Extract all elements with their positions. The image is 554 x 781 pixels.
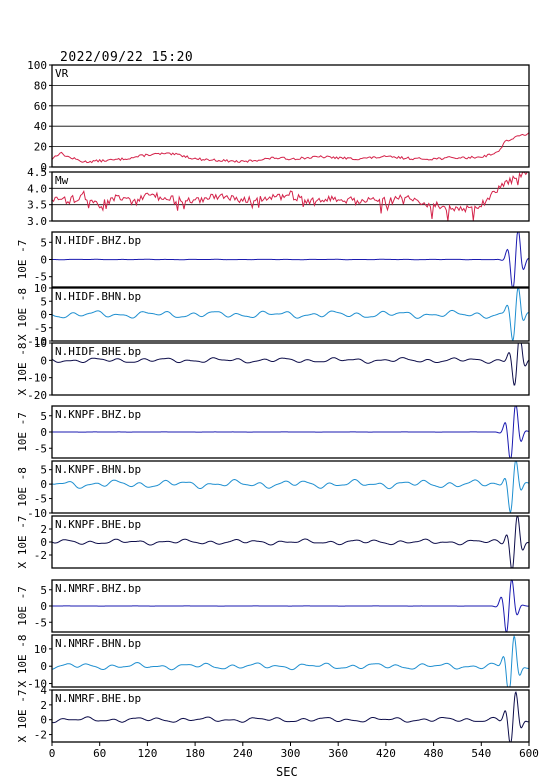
y-tick-label: 0 xyxy=(40,309,47,322)
x-tick-label: 300 xyxy=(281,747,301,760)
x-tick-label: 600 xyxy=(519,747,539,760)
x-tick-label: 240 xyxy=(233,747,253,760)
x-tick-label: 540 xyxy=(471,747,491,760)
y-tick-label: 0 xyxy=(40,354,47,367)
y-tick-label: 0 xyxy=(40,161,47,174)
panel-frame xyxy=(51,342,530,396)
x-axis-label: SEC xyxy=(276,765,298,779)
y-tick-label: 0 xyxy=(40,478,47,491)
x-tick-label: 420 xyxy=(376,747,396,760)
trace-line-n-nmrf-bhe-bp xyxy=(51,690,529,743)
x-tick-label: 60 xyxy=(93,747,106,760)
panel-label: N.NMRF.BHZ.bp xyxy=(55,582,141,595)
y-tick-label: 0 xyxy=(40,660,47,673)
y-tick-label: -10 xyxy=(27,678,47,691)
y-axis-label: X 10E -7 xyxy=(16,516,29,569)
panel-frame xyxy=(51,231,530,288)
y-axis-label: 10E -7 xyxy=(16,412,29,452)
trace-line-n-nmrf-bhz-bp xyxy=(52,579,529,633)
y-tick-label: 2 xyxy=(40,523,47,536)
panel-frame xyxy=(51,171,530,222)
y-axis-label: X 10E -8 xyxy=(16,288,29,341)
y-tick-label: -10 xyxy=(27,335,47,348)
panel-label: VR xyxy=(55,67,69,80)
panel-frame xyxy=(51,634,530,688)
panel-frame xyxy=(51,287,530,342)
y-axis-label: 10E -7 xyxy=(16,240,29,280)
x-tick-label: 0 xyxy=(49,747,56,760)
y-tick-label: 10 xyxy=(34,282,47,295)
y-tick-label: 0 xyxy=(40,536,47,549)
x-tick-label: 180 xyxy=(185,747,205,760)
y-tick-label: 20 xyxy=(34,141,47,154)
y-tick-label: 5 xyxy=(40,236,47,249)
y-tick-label: 0 xyxy=(40,254,47,267)
y-tick-label: 5 xyxy=(40,295,47,308)
panel-label: N.KNPF.BHZ.bp xyxy=(55,408,141,421)
panel-label: N.HIDF.BHN.bp xyxy=(55,290,141,303)
y-tick-label: 0 xyxy=(40,714,47,727)
y-tick-label: 3.5 xyxy=(27,199,47,212)
y-tick-label: 5 xyxy=(40,410,47,423)
y-tick-label: 40 xyxy=(34,120,47,133)
panel-frame xyxy=(51,405,530,459)
y-tick-label: 60 xyxy=(34,100,47,113)
y-tick-label: 4 xyxy=(40,684,47,697)
y-tick-label: -2 xyxy=(34,549,47,562)
y-tick-label: -5 xyxy=(34,616,47,629)
y-tick-label: 3.0 xyxy=(27,215,47,228)
header-timestamp: 2022/09/22 15:20 xyxy=(60,50,194,65)
panel-label: N.NMRF.BHE.bp xyxy=(55,692,141,705)
panel-label: N.HIDF.BHZ.bp xyxy=(55,234,141,247)
y-tick-label: 10 xyxy=(34,337,47,350)
trace-line-n-hidf-bhn-bp xyxy=(51,287,530,342)
y-tick-label: 0 xyxy=(40,600,47,613)
y-tick-label: 80 xyxy=(34,79,47,92)
x-tick-label: 480 xyxy=(424,747,444,760)
panel-label: N.KNPF.BHE.bp xyxy=(55,518,141,531)
y-tick-label: -20 xyxy=(27,389,47,402)
y-axis-label: 10E -8 xyxy=(16,467,29,507)
panel-frame xyxy=(51,460,530,514)
y-tick-label: -5 xyxy=(34,442,47,455)
trace-line-n-hidf-bhz-bp xyxy=(52,231,530,288)
trace-line-n-nmrf-bhn-bp xyxy=(51,634,529,688)
trace-line-mw xyxy=(51,171,529,222)
y-axis-label: 10E -7 xyxy=(16,586,29,626)
y-tick-label: -10 xyxy=(27,507,47,520)
panel-label: N.HIDF.BHE.bp xyxy=(55,345,141,358)
panel-label: N.NMRF.BHN.bp xyxy=(55,637,141,650)
panel-frame xyxy=(51,579,530,633)
panel-label: N.KNPF.BHN.bp xyxy=(55,463,141,476)
trace-line-n-knpf-bhn-bp xyxy=(51,460,530,514)
y-tick-label: 5 xyxy=(40,464,47,477)
y-tick-label: 5 xyxy=(40,584,47,597)
x-tick-label: 120 xyxy=(137,747,157,760)
y-axis-label: X 10E -8 xyxy=(16,635,29,688)
y-tick-label: -5 xyxy=(34,322,47,335)
y-axis-label: X 10E -8 xyxy=(16,343,29,396)
y-tick-label: 4.0 xyxy=(27,182,47,195)
panel-frame xyxy=(51,64,530,168)
panel-label: Mw xyxy=(55,174,69,187)
y-tick-label: -5 xyxy=(34,493,47,506)
y-tick-label: -10 xyxy=(27,372,47,385)
y-tick-label: 0 xyxy=(40,426,47,439)
trace-line-n-hidf-bhe-bp xyxy=(51,342,530,386)
panel-frame xyxy=(51,515,530,569)
y-tick-label: -2 xyxy=(34,729,47,742)
y-tick-label: 10 xyxy=(34,643,47,656)
trace-line-vr xyxy=(51,132,530,164)
y-tick-label: 2 xyxy=(40,699,47,712)
y-tick-label: 100 xyxy=(27,59,47,72)
trace-line-n-knpf-bhe-bp xyxy=(51,515,530,569)
trace-line-n-knpf-bhz-bp xyxy=(52,405,530,459)
x-tick-label: 360 xyxy=(328,747,348,760)
y-tick-label: -5 xyxy=(34,271,47,284)
y-tick-label: 4.5 xyxy=(27,166,47,179)
y-axis-label: X 10E -7 xyxy=(16,690,29,743)
